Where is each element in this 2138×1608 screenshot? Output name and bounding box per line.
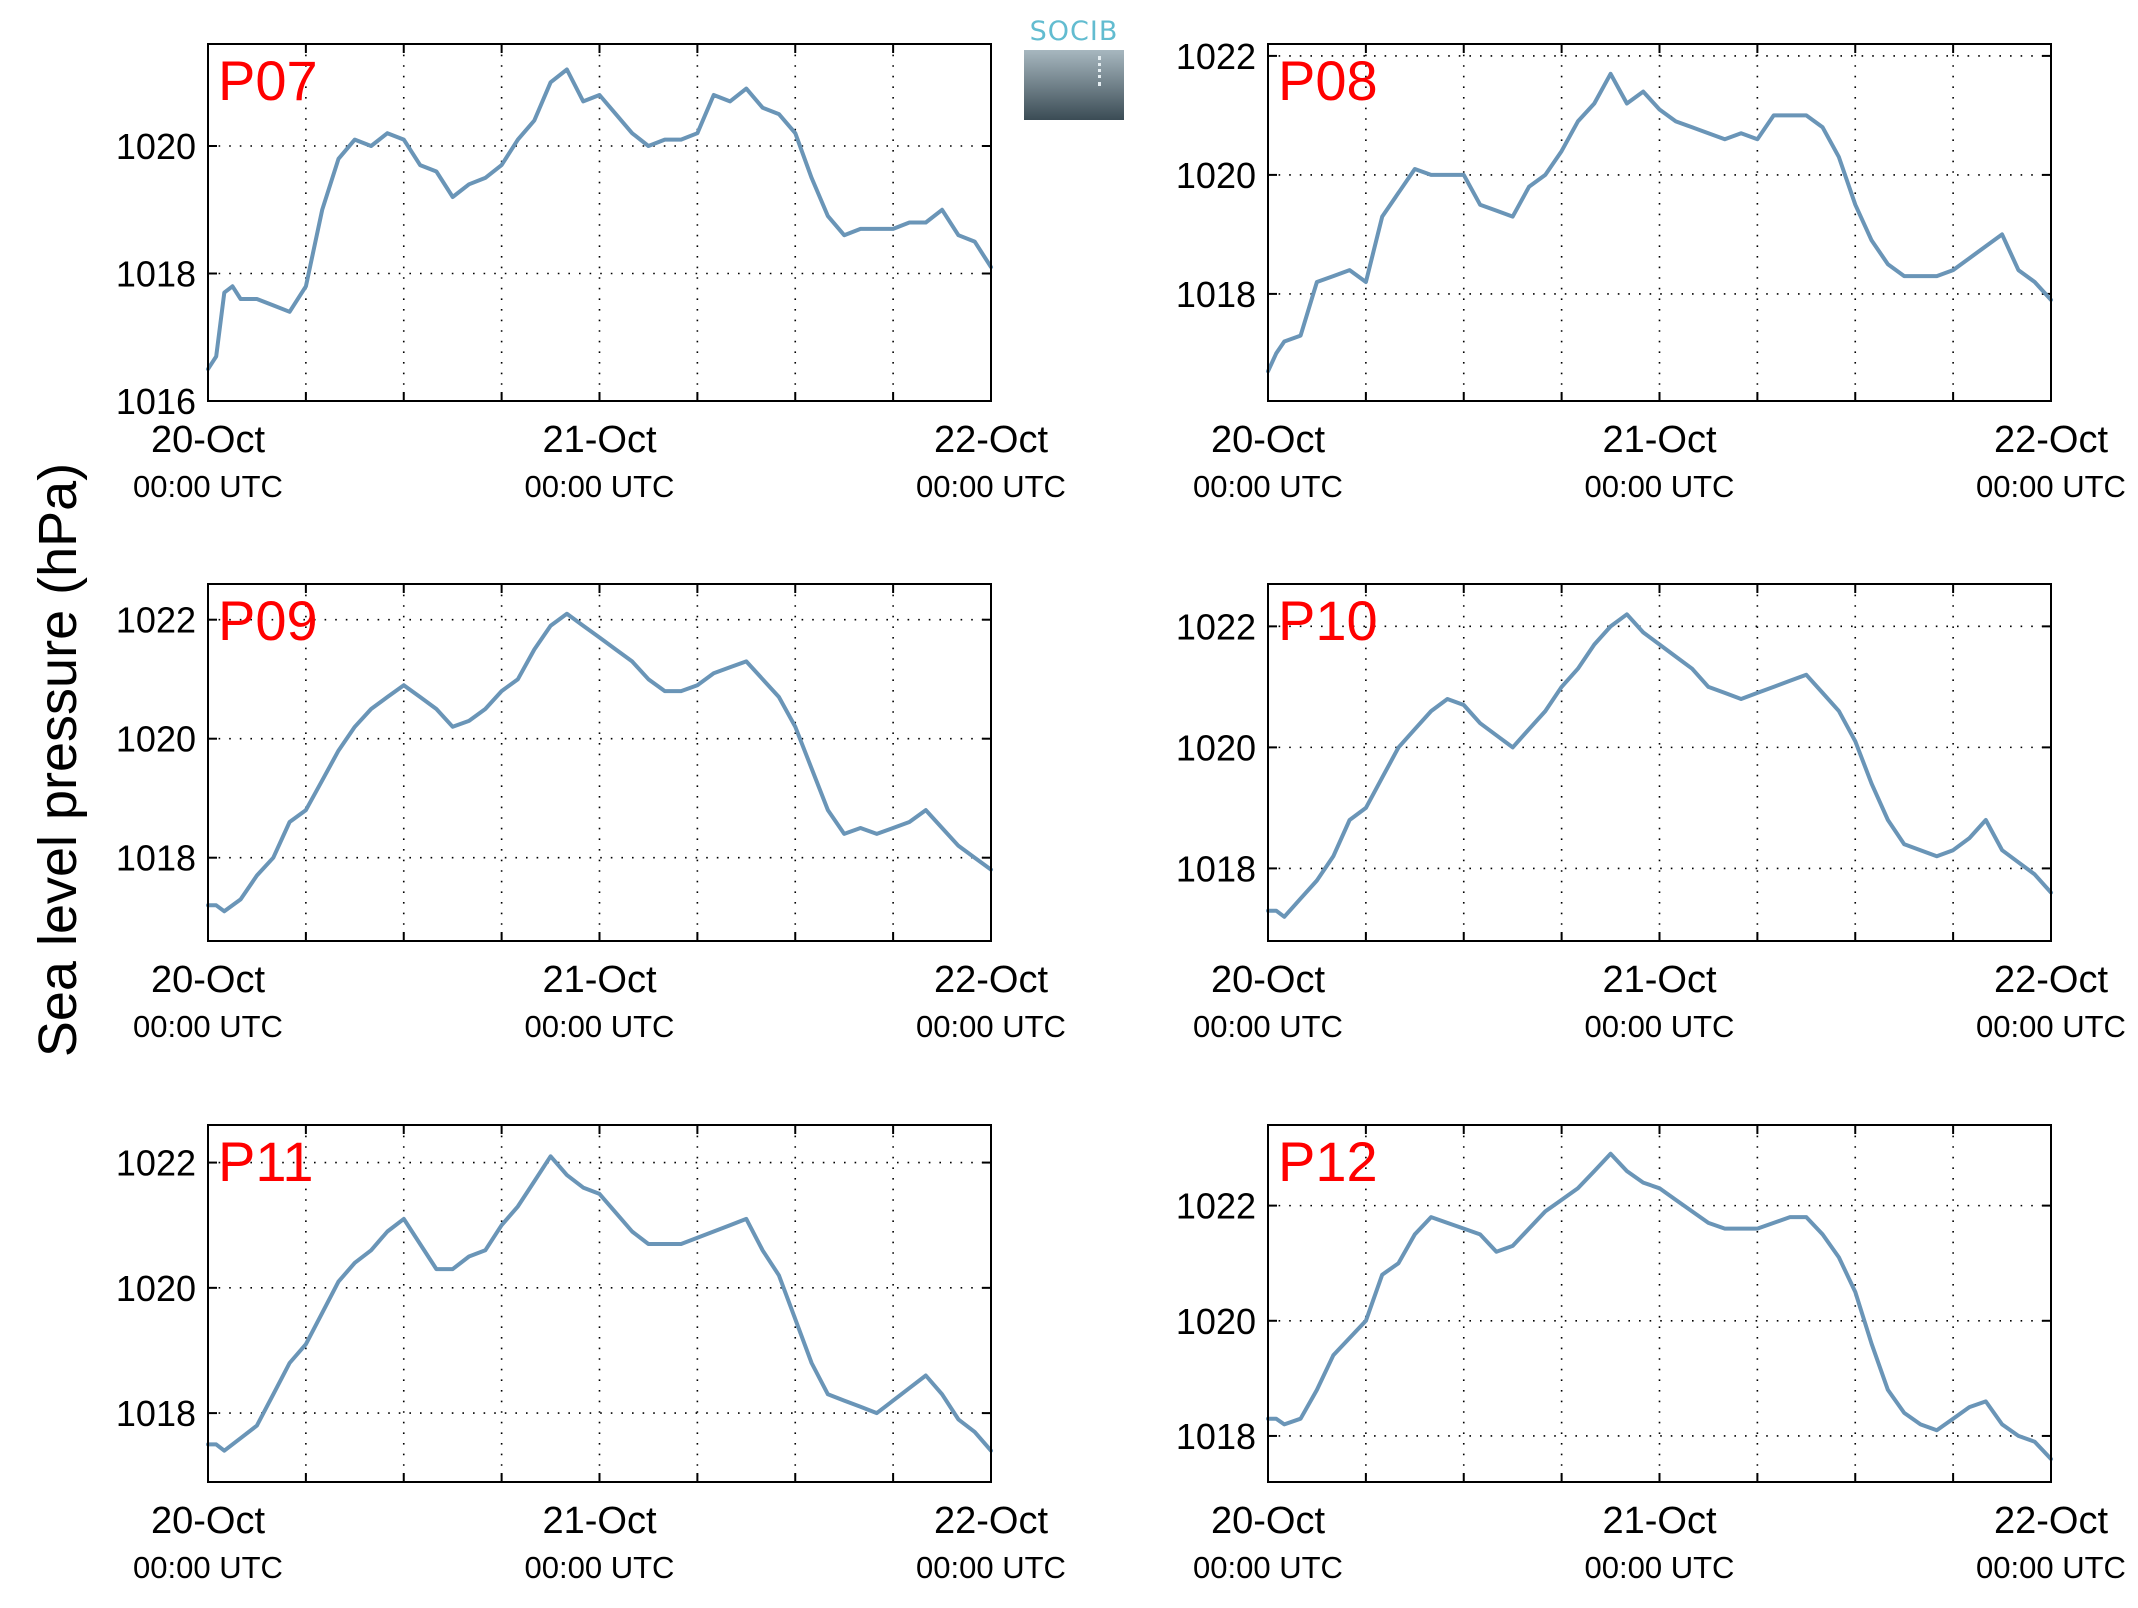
panel-p09-xtick-day: 21-Oct <box>542 959 656 1001</box>
panel-p08: 1018 1020 1022 20-Oct 00:00 UTC 21-Oct 00:00 U… <box>1176 36 2126 504</box>
panel-p12: 1018 1020 1022 20-Oct 00:00 UTC 21-Oct 00:00 U… <box>1176 1124 2126 1585</box>
panel-p12-ytick-label: 1022 <box>1176 1186 1256 1227</box>
y-axis-label: Sea level pressure (hPa) <box>28 463 88 1057</box>
panel-p12-xtick-day: 22-Oct <box>1994 1500 2108 1542</box>
panel-p08-xtick-time: 00:00 UTC <box>1976 469 2126 504</box>
panel-p10-xtick-time: 00:00 UTC <box>1193 1009 1343 1044</box>
socib-logo: SOCIB <box>1024 16 1124 122</box>
panel-p11-series-line <box>206 1154 993 1453</box>
panel-p10: 1018 1020 1022 20-Oct 00:00 UTC 21-Oct 00:00 U… <box>1176 583 2126 1044</box>
panel-p11: 1018 1020 1022 20-Oct 00:00 UTC 21-Oct 00:00 U… <box>116 1124 1066 1585</box>
panel-p08-ytick-label: 1022 <box>1176 36 1256 77</box>
panel-p12-xtick-day: 20-Oct <box>1211 1500 1325 1542</box>
panel-p12-series-line <box>1266 1151 2053 1461</box>
panel-p09-ytick-label: 1020 <box>116 719 196 760</box>
panel-p11-axes-frame <box>207 1124 992 1483</box>
panel-p08-xtick-day: 20-Oct <box>1211 419 1325 461</box>
panel-p09: 1018 1020 1022 20-Oct 00:00 UTC 21-Oct 00:00 U… <box>116 583 1066 1044</box>
panel-p07-ytick-label: 1020 <box>116 126 196 167</box>
panel-p08-xtick-time: 00:00 UTC <box>1585 469 1735 504</box>
panel-p07-ytick-label: 1018 <box>116 254 196 295</box>
panel-p10-xtick-time: 00:00 UTC <box>1976 1009 2126 1044</box>
panel-p08-series-line <box>1266 71 2053 374</box>
panel-p09-ytick-label: 1018 <box>116 838 196 879</box>
panel-p12-xtick-day: 21-Oct <box>1602 1500 1716 1542</box>
panel-p09-axes-frame <box>207 583 992 942</box>
panel-p10-station-label: P10 <box>1278 589 1378 652</box>
panel-p11-xtick-day: 20-Oct <box>151 1500 265 1542</box>
panel-p07-xtick-day: 22-Oct <box>934 419 1048 461</box>
panel-p12-xtick-time: 00:00 UTC <box>1193 1550 1343 1585</box>
logo-dashes <box>1098 56 1101 86</box>
panel-p09-xtick-day: 22-Oct <box>934 959 1048 1001</box>
panel-p10-xtick-day: 20-Oct <box>1211 959 1325 1001</box>
panel-p11-xtick-time: 00:00 UTC <box>525 1550 675 1585</box>
panel-p11-ytick-label: 1022 <box>116 1143 196 1184</box>
panel-p09-xtick-day: 20-Oct <box>151 959 265 1001</box>
panel-p09-ytick-label: 1022 <box>116 600 196 641</box>
panel-p10-ytick-label: 1020 <box>1176 727 1256 768</box>
panel-p12-axes-frame <box>1267 1124 2052 1483</box>
panel-p11-xtick-time: 00:00 UTC <box>916 1550 1066 1585</box>
logo-text: SOCIB <box>1029 16 1119 47</box>
panel-p09-xtick-time: 00:00 UTC <box>916 1009 1066 1044</box>
panel-p10-xtick-time: 00:00 UTC <box>1585 1009 1735 1044</box>
panel-p07-ytick-label: 1016 <box>116 381 196 422</box>
panel-p11-xtick-day: 22-Oct <box>934 1500 1048 1542</box>
panel-p11-ytick-label: 1018 <box>116 1393 196 1434</box>
panel-p08-xtick-day: 21-Oct <box>1602 419 1716 461</box>
panel-p09-station-label: P09 <box>218 589 318 652</box>
panel-p08-xtick-time: 00:00 UTC <box>1193 469 1343 504</box>
panel-p10-ytick-label: 1018 <box>1176 848 1256 889</box>
panel-p09-xtick-time: 00:00 UTC <box>133 1009 283 1044</box>
panel-p07: 1016 1018 1020 20-Oct 00:00 UTC 21-Oct 00:00 U… <box>116 43 1066 504</box>
panel-p07-xtick-time: 00:00 UTC <box>133 469 283 504</box>
panel-p10-axes-frame <box>1267 583 2052 942</box>
panel-p10-ytick-label: 1022 <box>1176 606 1256 647</box>
panel-p07-xtick-time: 00:00 UTC <box>916 469 1066 504</box>
logo-graphic <box>1024 50 1124 120</box>
panel-p08-station-label: P08 <box>1278 49 1378 112</box>
panel-p12-xtick-time: 00:00 UTC <box>1585 1550 1735 1585</box>
panel-p10-xtick-day: 21-Oct <box>1602 959 1716 1001</box>
panel-p07-station-label: P07 <box>218 49 318 112</box>
panel-p10-series-line <box>1266 612 2053 919</box>
panel-p08-axes-frame <box>1267 43 2052 402</box>
panel-p09-xtick-time: 00:00 UTC <box>525 1009 675 1044</box>
panel-p07-xtick-time: 00:00 UTC <box>525 469 675 504</box>
panel-p11-ytick-label: 1020 <box>116 1268 196 1309</box>
panel-p08-ytick-label: 1020 <box>1176 155 1256 196</box>
panel-p12-ytick-label: 1020 <box>1176 1301 1256 1342</box>
panel-p08-xtick-day: 22-Oct <box>1994 419 2108 461</box>
panel-p11-station-label: P11 <box>218 1130 313 1193</box>
panel-p07-axes-frame <box>207 43 992 402</box>
panel-p11-xtick-day: 21-Oct <box>542 1500 656 1542</box>
panel-p11-xtick-time: 00:00 UTC <box>133 1550 283 1585</box>
panel-p12-xtick-time: 00:00 UTC <box>1976 1550 2126 1585</box>
panel-p07-xtick-day: 21-Oct <box>542 419 656 461</box>
panel-p09-series-line <box>206 611 993 914</box>
panel-p07-series-line <box>206 67 993 372</box>
panel-p07-xtick-day: 20-Oct <box>151 419 265 461</box>
panel-p12-station-label: P12 <box>1278 1130 1378 1193</box>
panel-p10-xtick-day: 22-Oct <box>1994 959 2108 1001</box>
panel-p08-ytick-label: 1018 <box>1176 274 1256 315</box>
panel-p12-ytick-label: 1018 <box>1176 1416 1256 1457</box>
